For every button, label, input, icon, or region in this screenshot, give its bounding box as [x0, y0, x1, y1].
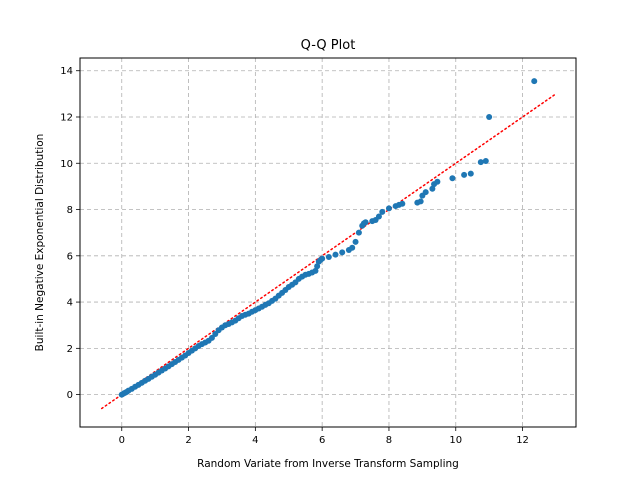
data-point: [461, 171, 468, 178]
y-tick-label: 4: [67, 298, 73, 309]
data-point: [375, 213, 382, 220]
data-point: [429, 185, 436, 192]
y-tick-label: 2: [67, 344, 73, 355]
data-point: [449, 175, 456, 182]
data-point: [332, 251, 339, 258]
y-tick-label: 12: [60, 112, 73, 123]
x-tick-label: 12: [516, 435, 529, 446]
data-point: [385, 205, 392, 212]
x-tick-label: 10: [449, 435, 462, 446]
data-point: [422, 189, 429, 196]
y-axis-label: Built-in Negative Exponential Distributi…: [34, 134, 46, 352]
y-tick-label: 6: [67, 251, 73, 262]
y-tick-label: 0: [67, 390, 73, 401]
data-point: [434, 178, 441, 185]
chart-title: Q-Q Plot: [301, 38, 356, 53]
x-axis-label: Random Variate from Inverse Transform Sa…: [197, 458, 459, 470]
x-tick-label: 6: [319, 435, 325, 446]
y-tick-label: 8: [67, 205, 73, 216]
y-tick-label: 14: [60, 66, 73, 77]
x-tick-label: 4: [252, 435, 258, 446]
y-axis-ticks: 0 2 4 6 8 10 12 14: [60, 66, 80, 401]
data-point: [339, 249, 346, 256]
reference-line: [100, 93, 557, 410]
x-tick-label: 0: [119, 435, 125, 446]
data-point: [482, 157, 489, 164]
data-point: [312, 267, 319, 274]
data-point: [486, 113, 493, 120]
x-axis-ticks: 0 2 4 6 8 10 12: [119, 427, 529, 446]
data-point: [399, 200, 406, 207]
data-point: [314, 263, 321, 270]
data-point: [417, 198, 424, 205]
x-tick-label: 8: [386, 435, 392, 446]
data-point: [362, 219, 369, 226]
data-point: [352, 238, 359, 245]
plot-area: [100, 78, 557, 410]
data-point: [477, 159, 484, 166]
axes-frame: [79, 57, 577, 428]
data-point: [319, 255, 326, 262]
data-point: [325, 253, 332, 260]
x-tick-label: 2: [185, 435, 191, 446]
data-point: [467, 170, 474, 177]
data-point: [208, 334, 215, 341]
data-point: [379, 208, 386, 215]
data-point: [355, 229, 362, 236]
data-point: [531, 78, 538, 85]
data-point: [349, 244, 356, 251]
y-tick-label: 10: [60, 159, 73, 170]
